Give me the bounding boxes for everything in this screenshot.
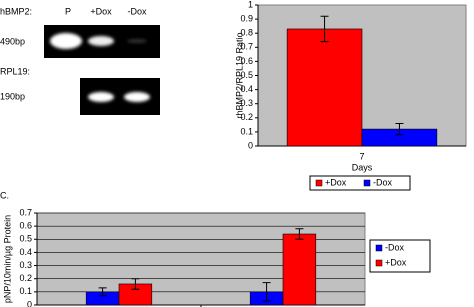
y-tick-label: 0.4 [19,247,32,257]
gel-band [88,92,114,102]
y-axis-label: pNP/10min/µg Protein [2,215,12,303]
gel-label: RPL19: [0,66,30,76]
error-bar [395,122,404,136]
legend-box [309,175,411,191]
panel-label: C. [0,190,9,200]
band-size: 190bp [0,91,25,101]
gel-band [50,33,82,49]
y-tick-label: 0 [248,140,253,150]
y-tick-label: 0.1 [240,126,253,136]
error-bar [262,282,271,302]
legend-label: +Dox [325,177,347,187]
x-tick-label: 7 [359,151,364,161]
legend-label: +Dox [385,257,407,267]
y-tick-label: 0.8 [240,28,253,38]
lane-label: -Dox [127,6,147,16]
y-tick-label: 0.4 [240,84,253,94]
y-tick-label: 0.2 [240,112,253,122]
y-tick-label: 0.3 [19,260,32,270]
y-axis-label: rhBMP2/RPL19 Ratio [234,32,244,118]
legend-label: -Dox [373,177,393,187]
y-tick-label: 0.6 [19,221,32,231]
y-tick-label: 0 [27,299,32,307]
y-tick-label: 0.9 [240,13,253,23]
band-size: 490bp [0,36,25,46]
lane-label: +Dox [90,6,112,16]
legend-swatch [375,244,383,252]
y-tick-label: 0.2 [19,273,32,283]
y-tick-label: 0.3 [240,98,253,108]
gel-label: hBMP2: [0,6,32,16]
bar [282,233,317,306]
y-tick-label: 0.6 [240,56,253,66]
error-bar [295,228,304,240]
legend-swatch [315,179,323,187]
gel-band [124,92,150,102]
gel-band [127,39,147,43]
y-tick-label: 0.7 [19,207,32,217]
y-tick-label: 0.7 [240,42,253,52]
y-tick-label: 0.5 [240,70,253,80]
legend-label: -Dox [385,242,405,252]
error-bar [98,287,107,297]
bar [286,28,363,147]
legend-swatch [363,179,371,187]
y-tick-label: 0.1 [19,286,32,296]
y-tick-label: 0.5 [19,234,32,244]
gel-band [88,36,114,46]
error-bar [320,15,329,43]
x-axis-label: Days [352,162,373,172]
error-bar [131,278,140,290]
lane-label: P [65,6,71,16]
y-tick-label: 1 [248,0,253,9]
legend-swatch [375,259,383,267]
